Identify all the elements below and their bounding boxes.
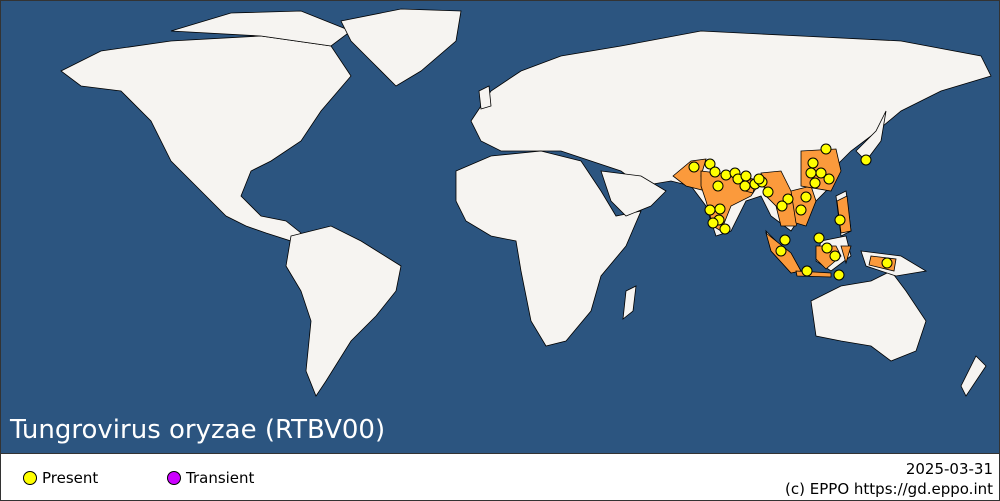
present-point-marker [739,180,751,192]
present-point-marker [782,193,794,205]
present-point-marker [860,154,872,166]
present-point-marker [829,250,841,262]
present-point-marker [795,204,807,216]
sulawesi-affected-region [840,245,852,265]
present-point-marker [704,158,716,170]
present-point-marker [805,167,817,179]
present-point-marker [807,157,819,169]
transient-marker-icon [167,471,181,485]
present-point-marker [704,204,716,216]
madagascar [622,285,637,320]
present-point-marker [762,186,774,198]
greenland [340,8,462,87]
legend-item-transient: Transient [167,469,254,487]
legend-item-present: Present [23,469,98,487]
map-date: 2025-03-31 [905,460,993,478]
copyright-link[interactable]: (c) EPPO https://gd.eppo.int [785,480,993,498]
australia [810,270,927,362]
present-point-marker [834,214,846,226]
present-point-marker [821,242,833,254]
present-marker-icon [23,471,37,485]
present-point-marker [740,170,752,182]
south-america [285,225,402,397]
present-point-marker [707,217,719,229]
land-masses [60,8,992,397]
present-point-marker [813,232,825,244]
present-point-marker [720,169,732,181]
present-point-marker [833,269,845,281]
legend-label-present: Present [42,469,99,487]
map-title: Tungrovirus oryzae (RTBV00) [10,415,386,445]
present-point-marker [800,191,812,203]
present-points [688,143,893,281]
world-map [1,1,999,453]
present-point-marker [712,180,724,192]
legend: Present Transient 2025-03-31 (c) EPPO ht… [1,453,999,500]
myanmar-thailand-affected-region [760,170,802,227]
present-point-marker [881,257,893,269]
present-point-marker [815,167,827,179]
arabia [600,170,667,217]
present-point-marker [820,143,832,155]
present-point-marker [801,265,813,277]
present-point-marker [753,173,765,185]
africa [455,150,642,347]
uk [478,85,492,110]
present-point-marker [779,234,791,246]
present-point-marker [688,161,700,173]
present-point-marker [776,200,788,212]
present-point-marker [809,177,821,189]
legend-label-transient: Transient [186,469,255,487]
present-point-marker [719,223,731,235]
present-point-marker [775,245,787,257]
new-zealand [960,355,987,397]
present-point-marker [714,203,726,215]
present-point-marker [709,166,721,178]
present-point-marker [823,173,835,185]
